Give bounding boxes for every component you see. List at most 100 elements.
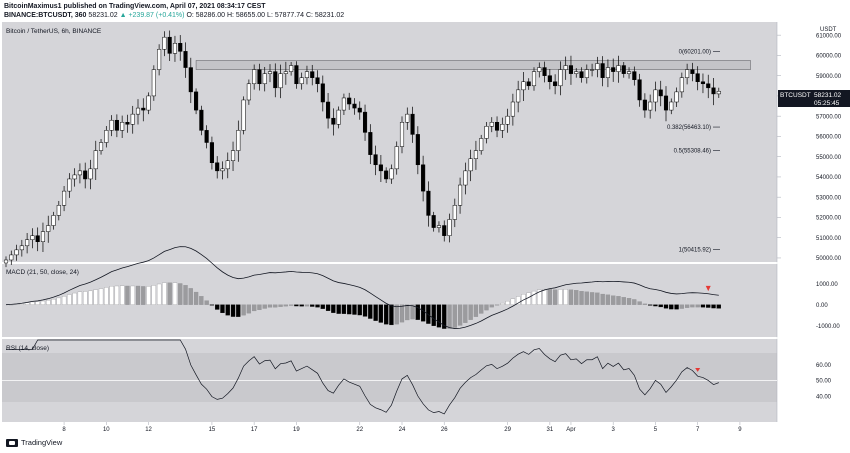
candle-body [595, 63, 600, 70]
macd-histogram-bar [193, 291, 199, 305]
candle-body [183, 51, 188, 68]
macd-histogram-bar [156, 283, 162, 305]
macd-histogram-bar [473, 304, 479, 317]
candle-body [120, 122, 125, 131]
macd-histogram-bar [220, 304, 225, 314]
candle-body [320, 83, 325, 103]
candle-body [172, 43, 178, 54]
candle-body [326, 101, 331, 119]
macd-histogram-bar [600, 293, 605, 305]
macd-histogram-bar [431, 304, 436, 326]
macd-histogram-bar [40, 300, 46, 305]
candle-body [252, 69, 257, 85]
tradingview-logo[interactable]: TradingView [6, 438, 62, 447]
candle-body [230, 150, 236, 161]
rsi-pane-label: RSI (14, close) [6, 345, 49, 352]
macd-histogram-bar [357, 304, 362, 316]
candle-body [547, 75, 552, 82]
candle-body [220, 168, 225, 172]
macd-histogram-bar [648, 304, 653, 306]
macd-histogram-bar [690, 304, 695, 308]
macd-histogram-bar [621, 297, 626, 305]
rsi-tick-label: 50.00 [816, 379, 832, 385]
fib-level-label: 1(50415.92) [679, 248, 711, 254]
macd-pane-label: MACD (21, 50, close, 24) [6, 269, 79, 276]
candle-body [9, 254, 14, 261]
candle-body [526, 81, 531, 87]
candle-body [711, 87, 716, 95]
candle-body [531, 71, 537, 87]
macd-histogram-bar [320, 304, 325, 309]
time-tick-label: 7 [696, 427, 700, 432]
macd-histogram-bar [310, 304, 315, 307]
candle-body [616, 65, 621, 72]
time-tick-label: 15 [209, 427, 216, 432]
macd-histogram-bar [172, 282, 178, 305]
price-tag-symbol: BTCUSDT [780, 92, 811, 99]
macd-histogram-bar [637, 301, 642, 305]
price-tick-label: 52000.00 [816, 216, 842, 222]
candle-body [267, 71, 273, 74]
candle-body [357, 107, 362, 113]
candle-body [51, 215, 56, 226]
candle-body [663, 95, 669, 111]
macd-histogram-bar [72, 292, 77, 305]
candle-body [553, 81, 558, 87]
macd-tick-label: 1000.00 [816, 282, 838, 288]
candle-body [510, 101, 515, 117]
candle-body [151, 69, 156, 97]
candle-body [30, 235, 35, 240]
candle-body [162, 36, 167, 50]
candle-body [679, 77, 684, 93]
macd-histogram-bar [447, 304, 452, 329]
macd-histogram-bar [341, 304, 347, 314]
candle-body [505, 115, 510, 125]
macd-histogram-bar [104, 287, 109, 305]
fib-level-label: 0(60201.00) [679, 49, 711, 55]
macd-histogram-bar [278, 304, 283, 307]
chart[interactable]: 0(60201.00) 0.382(56463.10) 0.5(55308.46) 1… [0, 22, 850, 432]
macd-histogram-bar [547, 289, 552, 305]
macd-histogram-bar [262, 304, 267, 309]
macd-histogram-bar [225, 304, 230, 316]
macd-histogram-bar [484, 304, 489, 311]
candle-body [157, 49, 162, 70]
candle-body [368, 132, 373, 155]
candle-body [114, 119, 119, 131]
time-tick-label: 19 [293, 427, 300, 432]
candle-body [141, 107, 146, 111]
candle-body [621, 65, 626, 74]
macd-histogram-bar [568, 289, 574, 305]
candle-body [257, 69, 262, 85]
macd-histogram-bar [494, 304, 500, 306]
fib-level-label: 0.382(56463.10) [667, 125, 711, 131]
candle-body [695, 73, 700, 82]
candle-body [468, 158, 473, 172]
macd-histogram-bar [436, 304, 442, 328]
macd-histogram-bar [700, 304, 706, 308]
macd-histogram-bar [88, 290, 93, 305]
candle-body [246, 83, 251, 101]
time-tick-label: Apr [566, 427, 575, 432]
price-change: ▲ +239.87 (+0.41%) [119, 12, 185, 19]
ohlc-high: H: 58655.00 [226, 12, 266, 19]
candle-body [669, 101, 674, 111]
macd-histogram-bar [51, 299, 56, 305]
time-tick-label: 17 [251, 427, 258, 432]
macd-tick-label: 0.00 [816, 303, 828, 309]
candle-body [558, 69, 563, 87]
candle-body [199, 109, 204, 131]
candle-body [236, 130, 241, 151]
candle-body [98, 142, 104, 151]
symbol-line: BINANCE:BTCUSDT, 360 58231.02 ▲ +239.87 … [4, 12, 344, 19]
candle-body [294, 65, 299, 85]
macd-histogram-bar [325, 304, 331, 311]
candle-body [479, 138, 484, 151]
macd-histogram-bar [531, 290, 537, 305]
macd-histogram-bar [362, 304, 368, 317]
price-tag: BTCUSDT 58231.02 05:25:45 [778, 90, 850, 107]
time-tick-label: 12 [145, 427, 152, 432]
price-tick-label: 54000.00 [816, 175, 842, 181]
macd-histogram-bar [684, 304, 690, 308]
candle-body [14, 249, 19, 256]
